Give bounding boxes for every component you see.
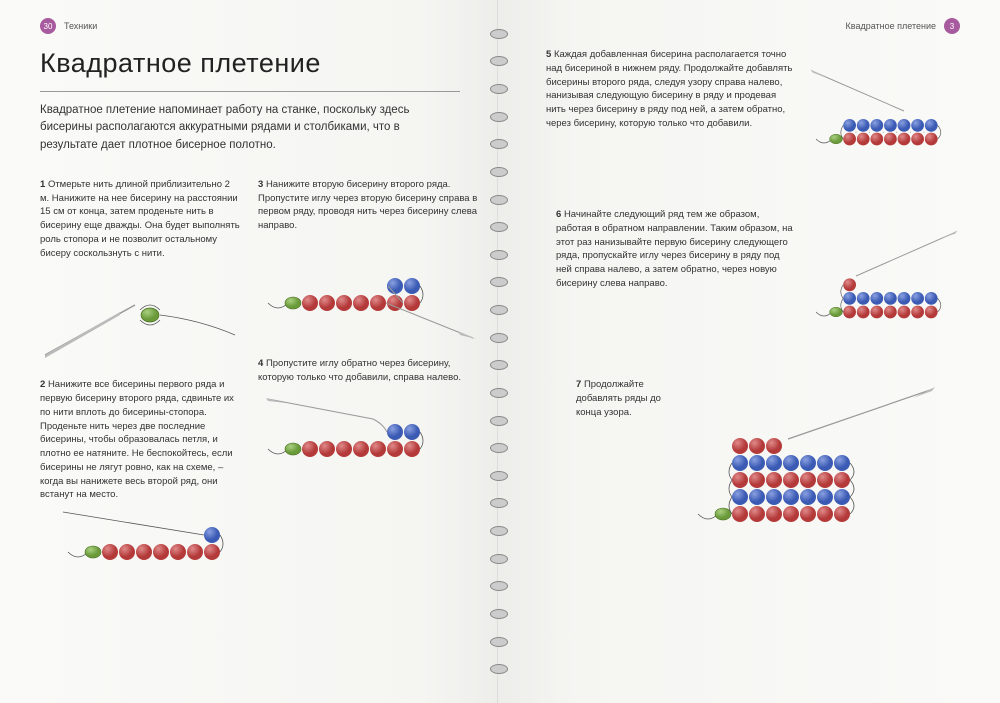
- col-2: 3 Нанижите вторую бисерину второго ряда.…: [258, 178, 478, 583]
- step-6: 6 Начинайте следующий ряд тем же образом…: [546, 208, 796, 291]
- step-num: 4: [258, 358, 263, 369]
- step-5: 5 Каждая добавленная бисерина располагае…: [546, 48, 796, 131]
- step-3: 3 Нанижите вторую бисерину второго ряда.…: [258, 178, 478, 233]
- header-left: 30 Техники: [40, 18, 469, 34]
- header-right: Квадратное плетение 3: [546, 18, 960, 34]
- step-num: 7: [576, 379, 581, 390]
- page-title: Квадратное плетение: [40, 48, 469, 79]
- diagram-6: [808, 214, 960, 354]
- step-text: Продолжайте добавлять ряды до конца узор…: [576, 379, 661, 418]
- diagram-5: [808, 54, 960, 184]
- step-7: 7 Продолжайте добавлять ряды до конца уз…: [546, 378, 676, 419]
- page-number-badge: 30: [40, 18, 56, 34]
- step-2: 2 Нанижите все бисерины первого ряда и п…: [40, 378, 240, 502]
- diagram-4: [258, 394, 478, 484]
- step-num: 3: [258, 179, 263, 190]
- step-num: 5: [546, 49, 551, 60]
- step-4: 4 Пропустите иглу обратно через бисерину…: [258, 357, 478, 385]
- page-right: Квадратное плетение 3 5 Каждая добавленн…: [498, 0, 1000, 703]
- step-text: Отмерьте нить длиной приблизительно 2 м.…: [40, 179, 240, 259]
- step-text: Нанижите вторую бисерину второго ряда. П…: [258, 179, 477, 231]
- diagram-7: {"ys":[130,113,96,79],"fills":["url(#gRe…: [688, 384, 938, 534]
- spiral-binding: [490, 0, 510, 703]
- step-1: 1 Отмерьте нить длиной приблизительно 2 …: [40, 178, 240, 261]
- section-label: Техники: [64, 21, 97, 31]
- book-spread: 30 Техники Квадратное плетение Квадратно…: [0, 0, 1000, 703]
- diagram-2: [58, 502, 278, 582]
- step-num: 2: [40, 379, 45, 390]
- section-label-right: Квадратное плетение: [846, 21, 936, 31]
- step-text: Начинайте следующий ряд тем же образом, …: [556, 209, 793, 289]
- diagram-1: [40, 270, 240, 360]
- step-text: Каждая добавленная бисерина располагаетс…: [546, 49, 792, 129]
- page-number-badge-right: 3: [944, 18, 960, 34]
- step-text: Нанижите все бисерины первого ряда и пер…: [40, 379, 234, 500]
- columns: 1 Отмерьте нить длиной приблизительно 2 …: [40, 178, 469, 583]
- page-left: 30 Техники Квадратное плетение Квадратно…: [0, 0, 498, 703]
- intro-text: Квадратное плетение напоминает работу на…: [40, 91, 460, 154]
- diagram-3: [258, 243, 478, 343]
- step-num: 6: [556, 209, 561, 220]
- row-red: [302, 295, 420, 311]
- step-num: 1: [40, 179, 45, 190]
- step-text: Пропустите иглу обратно через бисерину, …: [258, 358, 461, 383]
